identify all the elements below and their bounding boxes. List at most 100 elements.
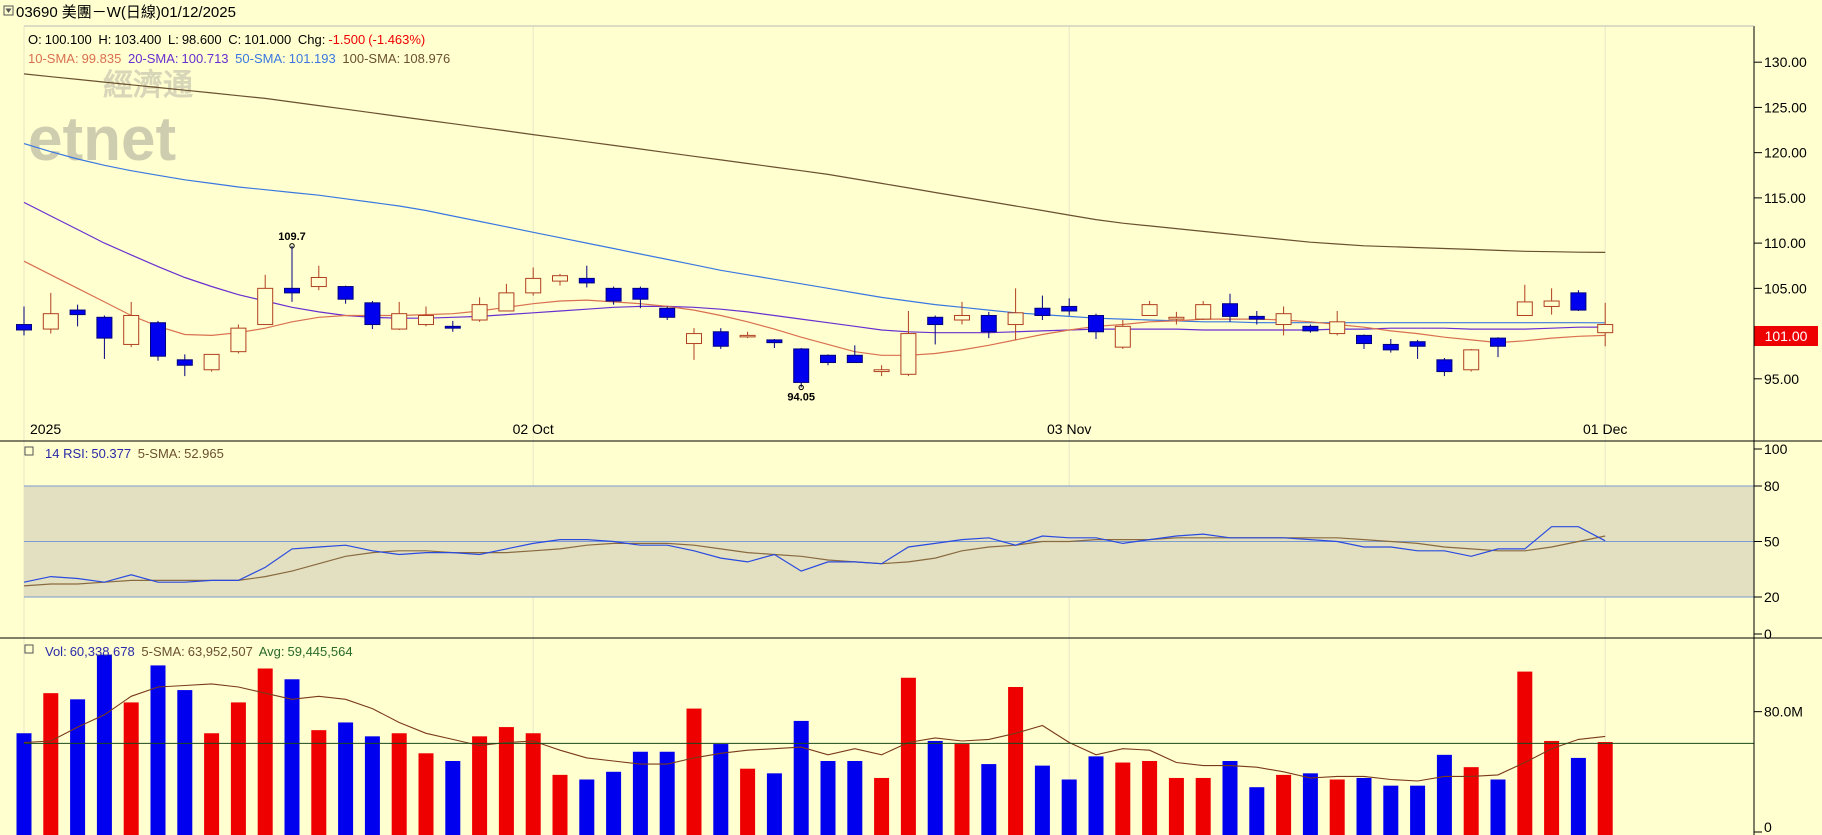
rsi-label: 14 RSI: [45, 446, 88, 461]
candle-body-up [1114, 325, 1131, 348]
price-panel: 經濟通 etnet 109.7 94.05 130.00 125.00 120.00 1… [16, 26, 1818, 835]
rsi-collapse-icon[interactable] [24, 446, 34, 456]
rsi-sma-value: 52.965 [184, 446, 224, 461]
candle-body-down [793, 348, 810, 383]
candle-body-up [686, 333, 702, 345]
rsi-sma-label: 5-SMA: [138, 446, 181, 461]
candle-body-down [1222, 303, 1238, 317]
volume-bar-up [230, 702, 246, 835]
candle-body-up [1168, 316, 1185, 320]
rsi-value: 50.377 [91, 446, 131, 461]
candle [1382, 339, 1399, 353]
change-percent: (-1.463%) [368, 32, 425, 47]
volume-bars [16, 654, 1613, 835]
candle [1356, 334, 1372, 349]
candle [766, 339, 783, 349]
candle [793, 348, 810, 388]
candle [1088, 313, 1104, 340]
volume-bar-down [1249, 787, 1265, 835]
volume-bar-up [1463, 767, 1479, 835]
candle-body-down [1088, 314, 1104, 333]
volume-bar-down [150, 665, 166, 835]
candle-body-down [846, 354, 863, 364]
candle [230, 324, 247, 354]
candle [1436, 358, 1453, 377]
candle [1195, 301, 1212, 321]
candlesticks [16, 245, 1614, 388]
candle [69, 304, 86, 327]
volume-bar-up [525, 733, 541, 835]
volume-bar-down [70, 699, 86, 835]
price-tick-label: 95.00 [1764, 371, 1799, 387]
candle-body-down [1034, 307, 1051, 316]
candle [659, 306, 676, 321]
candle-body-down [1490, 337, 1506, 347]
volume-bar-up [311, 730, 327, 835]
x-tick-label: 02 Oct [513, 421, 554, 437]
candle-body-up [1543, 300, 1560, 307]
candle [980, 311, 997, 339]
close-value: 101.000 [244, 32, 291, 47]
annotation-label: 109.7 [278, 231, 306, 243]
volume-bar-down [96, 654, 112, 835]
candle-body-up [739, 334, 756, 338]
volume-bar-up [686, 708, 702, 835]
price-tick-label: 125.00 [1764, 99, 1807, 115]
chart-date: 01/12/2025 [161, 4, 236, 21]
volume-bar-down [364, 736, 380, 835]
candle [1248, 310, 1265, 325]
volume-bar-down [606, 771, 622, 835]
volume-sma-value: 63,952,507 [188, 644, 253, 659]
volume-bar-down [284, 679, 300, 835]
candle-body-up [230, 327, 247, 353]
candle [927, 315, 944, 345]
high-label: H: [98, 32, 111, 47]
candle-body-up [873, 369, 890, 373]
volume-bar-up [1544, 740, 1560, 835]
volume-bar-up [418, 753, 434, 835]
candle [1463, 348, 1480, 372]
volume-bar-down [847, 761, 863, 835]
candle [1597, 302, 1614, 347]
volume-lines [23, 683, 1754, 782]
volume-bar-down [16, 733, 32, 835]
price-tick-label: 120.00 [1764, 145, 1807, 161]
sma100-value: 108.976 [403, 51, 450, 66]
volume-bar-up [43, 693, 59, 835]
last-price-tag: 101.00 [1754, 326, 1818, 346]
candle-body-down [578, 277, 595, 284]
candle-body-down [1248, 315, 1265, 320]
volume-bar-down [632, 751, 648, 835]
candle-body-down [16, 324, 32, 331]
change-value: -1.500 [328, 32, 365, 47]
volume-bar-up [1142, 761, 1158, 835]
volume-bar-down [766, 773, 782, 835]
candle [1329, 310, 1346, 336]
candle-body-down [766, 339, 783, 344]
volume-bar-up [874, 777, 890, 835]
candle-body-up [391, 313, 408, 330]
sma50-value: 101.193 [289, 51, 336, 66]
volume-collapse-icon[interactable] [24, 644, 34, 654]
high-value: 103.400 [114, 32, 161, 47]
candle-body-up [42, 313, 59, 330]
volume-bar-up [1195, 777, 1211, 835]
volume-bar-down [981, 764, 997, 835]
candle [1034, 295, 1051, 321]
volume-bar-down [177, 690, 193, 835]
volume-bar-down [713, 744, 729, 835]
stock-name: 美團－W [62, 4, 122, 21]
candle [1490, 337, 1506, 358]
candle [739, 331, 756, 339]
volume-bar-down [1570, 757, 1586, 835]
price-gridlines [23, 26, 1606, 835]
candle-body-up [257, 287, 274, 326]
candle [578, 265, 595, 288]
volume-tick-label: 0 [1764, 819, 1772, 835]
candle [605, 286, 622, 305]
x-tick-label: 2025 [30, 421, 61, 437]
candle-body-down [1356, 334, 1372, 345]
candle [16, 306, 32, 336]
